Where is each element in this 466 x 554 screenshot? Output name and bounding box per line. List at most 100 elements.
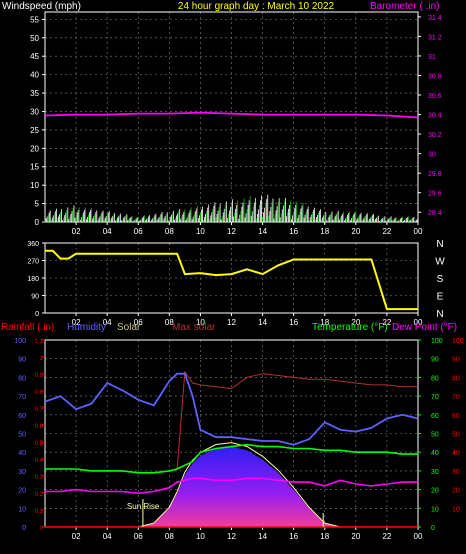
wind-ytick-label: 30: [30, 107, 39, 116]
rain-ytick-label: 0.1: [35, 509, 44, 515]
compass-label: N: [436, 309, 443, 320]
bottom-panel-xtick-label: 20: [351, 532, 360, 541]
direction-panel-xtick-label: 10: [196, 318, 205, 327]
humidity-ytick-label: 50: [18, 432, 26, 439]
direction-ytick-label: 90: [31, 294, 39, 301]
humidity-ytick-label: 40: [18, 450, 26, 457]
humidity-ytick-label: 60: [18, 413, 26, 420]
wind-ytick-label: 35: [30, 89, 39, 98]
humidity-ytick-label: 20: [18, 488, 26, 495]
bottom-panel-xtick-label: 04: [103, 532, 112, 541]
bottom-panel-xtick-label: 02: [72, 532, 81, 541]
dew-ytick-label: 50: [452, 432, 460, 439]
wind-direction-series: [45, 249, 418, 311]
direction-panel-xtick-label: 06: [134, 318, 143, 327]
wind-panel-xtick-label: 08: [165, 227, 174, 236]
dew-ytick-label: 20: [452, 488, 460, 495]
rain-ytick-label: 0.3: [35, 475, 44, 481]
bottom-panel-xtick-label: 16: [289, 532, 298, 541]
wind-panel-xtick-label: 00: [414, 227, 423, 236]
bottom-panel-xtick-label: 12: [227, 532, 236, 541]
direction-panel-xtick-label: 22: [382, 318, 391, 327]
wind-panel-xtick-label: 20: [351, 227, 360, 236]
legend-temperature: Temperature (°F): [312, 322, 388, 333]
wind-panel-xtick-label: 16: [289, 227, 298, 236]
bottom-panel-xtick-label: 00: [414, 532, 423, 541]
wind-ytick-label: 40: [30, 71, 39, 80]
direction-ytick-label: 180: [27, 276, 39, 283]
temp-ytick-label: 60: [431, 413, 439, 420]
wind-panel-xtick-label: 02: [72, 227, 81, 236]
humidity-ytick-label: 90: [18, 357, 26, 364]
wind-ytick-label: 50: [30, 34, 39, 43]
rain-ytick-label: 0.6: [35, 424, 44, 430]
dew-ytick-label: 60: [452, 413, 460, 420]
baro-ytick-label: 31: [428, 54, 436, 61]
legend-rainfall: Rainfall (.in): [1, 322, 54, 333]
humidity-ytick-label: 30: [18, 469, 26, 476]
wind-ytick-label: 15: [30, 163, 39, 172]
temp-ytick-label: 20: [431, 488, 439, 495]
legend-solar: Solar: [117, 322, 141, 333]
direction-ytick-label: 270: [27, 259, 39, 266]
dew-ytick-label: 80: [452, 375, 460, 382]
baro-ytick-label: 30.8: [428, 73, 442, 80]
bottom-panel-xtick-label: 18: [320, 532, 329, 541]
wind-panel-xtick-label: 04: [103, 227, 112, 236]
direction-panel-xtick-label: 16: [289, 318, 298, 327]
temp-ytick-label: 0: [431, 525, 435, 532]
rain-ytick-label: 0.7: [35, 407, 44, 413]
temp-ytick-label: 30: [431, 469, 439, 476]
wind-panel-xtick-label: 14: [258, 227, 267, 236]
direction-panel-xtick-label: 18: [320, 318, 329, 327]
wind-panel-xtick-label: 18: [320, 227, 329, 236]
dew-ytick-label: 90: [452, 357, 460, 364]
bottom-panel-xtick-label: 22: [382, 532, 391, 541]
humidity-series: [44, 372, 419, 446]
rain-ytick-label: 0.8: [35, 390, 44, 396]
temp-ytick-label: 90: [431, 357, 439, 364]
wind-ytick-label: 20: [30, 144, 39, 153]
wind-panel-xtick-label: 06: [134, 227, 143, 236]
direction-ytick-label: 360: [27, 241, 39, 248]
legend-humidity: Humidity: [67, 322, 106, 333]
wind-ytick-label: 25: [30, 126, 39, 135]
dew-ytick-label: 40: [452, 450, 460, 457]
wind-panel-xtick-label: 10: [196, 227, 205, 236]
baro-ytick-label: 30.6: [428, 93, 442, 100]
wind-ytick-label: 0: [35, 218, 40, 227]
humidity-ytick-label: 0: [22, 525, 26, 532]
direction-panel-xtick-label: 08: [165, 318, 174, 327]
rain-ytick-label: 0: [40, 526, 44, 532]
temp-ytick-label: 70: [431, 394, 439, 401]
temp-ytick-label: 50: [431, 432, 439, 439]
compass-label: N: [436, 239, 443, 250]
humidity-ytick-label: 100: [14, 338, 26, 345]
humidity-ytick-label: 80: [18, 375, 26, 382]
graph-title: 24 hour graph day : March 10 2022: [178, 1, 335, 12]
dew-ytick-label: 10: [452, 506, 460, 513]
baro-ytick-label: 31.4: [428, 15, 442, 22]
bottom-panel-xtick-label: 14: [258, 532, 267, 541]
dew-ytick-label: 30: [452, 469, 460, 476]
temp-ytick-label: 80: [431, 375, 439, 382]
compass-label: S: [437, 274, 444, 285]
legend-dew-point: Dew Point (°F): [392, 322, 457, 333]
baro-ytick-label: 30.2: [428, 132, 442, 139]
rain-ytick-label: 1.1: [35, 339, 44, 345]
wind-panel-xtick-label: 12: [227, 227, 236, 236]
humidity-ytick-label: 70: [18, 394, 26, 401]
direction-panel-xtick-label: 20: [351, 318, 360, 327]
sunrise-label: Sun Rise: [127, 502, 160, 511]
direction-panel-xtick-label: 12: [227, 318, 236, 327]
rain-ytick-label: 0.4: [35, 458, 44, 464]
wind-axis-title: Windspeed (mph): [2, 1, 81, 12]
bottom-panel-xtick-label: 10: [196, 532, 205, 541]
dew-ytick-label: 100: [452, 338, 464, 345]
baro-ytick-label: 29.8: [428, 171, 442, 178]
wind-ytick-label: 55: [30, 15, 39, 24]
humidity-ytick-label: 10: [18, 506, 26, 513]
direction-panel-xtick-label: 00: [414, 318, 423, 327]
baro-ytick-label: 29.4: [428, 210, 442, 217]
rain-ytick-label: 0.2: [35, 492, 44, 498]
